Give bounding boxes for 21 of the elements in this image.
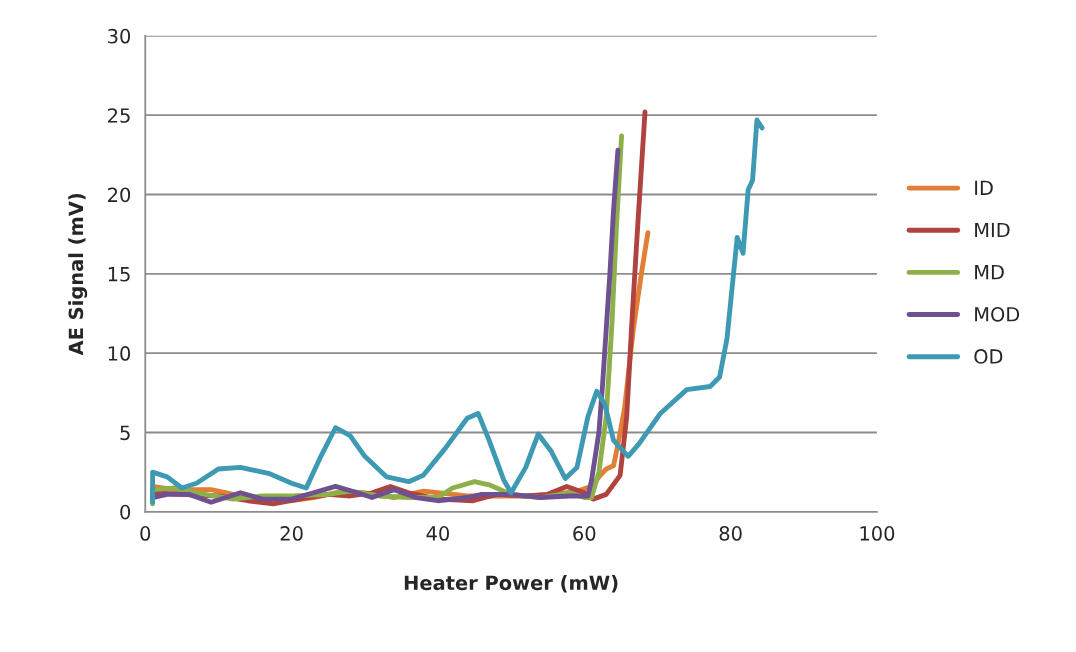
y-tick-label: 0 — [120, 504, 131, 520]
line-series — [150, 117, 765, 505]
y-tick-label: 30 — [108, 28, 131, 44]
x-axis-title: Heater Power (mW) — [404, 575, 618, 593]
x-tick-label: 80 — [719, 526, 742, 541]
legend-label: ID — [975, 180, 993, 195]
y-tick-label: 20 — [108, 187, 131, 203]
legend-label: MD — [975, 265, 1004, 280]
x-tick-label: 0 — [140, 526, 151, 541]
y-tick-label: 10 — [108, 346, 131, 361]
y-axis-title: AE Signal (mV) — [68, 193, 88, 356]
x-tick-label: 60 — [573, 526, 596, 541]
y-tick-label: 5 — [120, 425, 130, 441]
x-tick-label: 40 — [426, 526, 450, 541]
x-tick-label: 20 — [280, 526, 303, 541]
y-tick-label: 15 — [108, 267, 130, 282]
y-tick-label: 25 — [108, 108, 130, 123]
legend-label: MID — [975, 222, 1010, 238]
legend-label: MOD — [975, 306, 1020, 322]
legend-label: OD — [974, 349, 1003, 364]
x-tick-label: 100 — [860, 526, 895, 541]
